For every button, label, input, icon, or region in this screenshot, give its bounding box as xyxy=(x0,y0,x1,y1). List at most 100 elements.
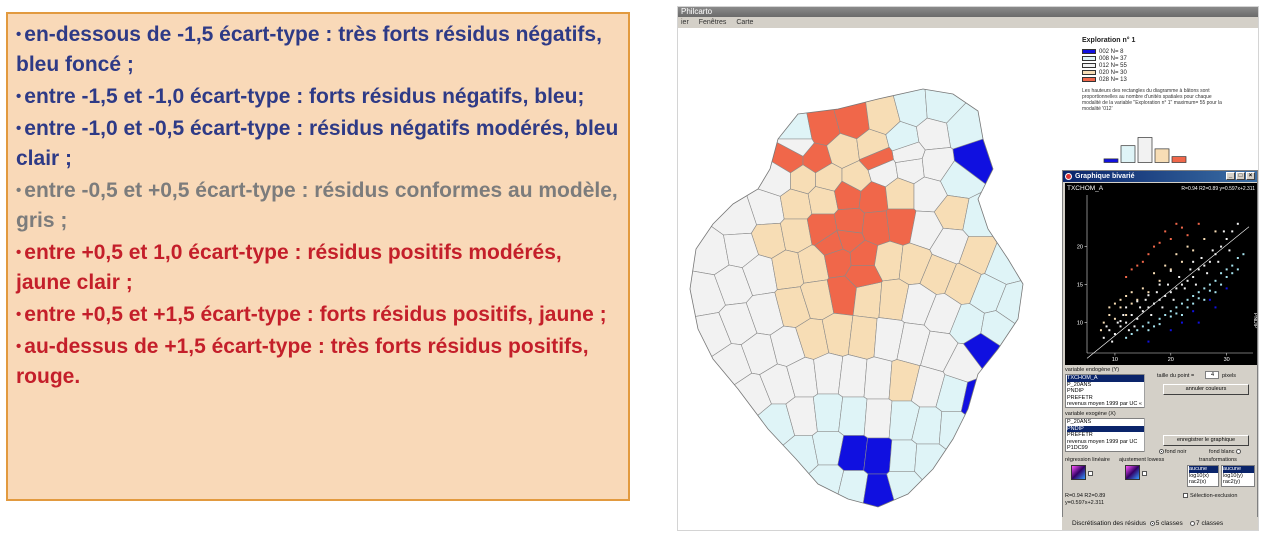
map-cell[interactable] xyxy=(861,210,891,246)
map-cell[interactable] xyxy=(847,315,878,360)
list-item[interactable]: aucune xyxy=(1189,466,1218,473)
map-cell[interactable] xyxy=(833,207,865,234)
map-cell[interactable] xyxy=(962,332,1061,386)
list-item[interactable]: PREFETR xyxy=(1067,394,1093,401)
map-cell[interactable] xyxy=(960,374,1068,495)
scatter-point xyxy=(1153,245,1156,248)
classes-5-label: 5 classes xyxy=(1155,520,1183,527)
exo-variable-list[interactable]: P_20ANS PNDIP PREFETR revenus moyen 1999 pa… xyxy=(1065,418,1151,452)
maximize-button[interactable]: □ xyxy=(1236,172,1245,180)
map-legend-swatch xyxy=(1082,49,1096,54)
selection-checkbox[interactable] xyxy=(1183,493,1188,498)
lowess-icon[interactable] xyxy=(1125,465,1140,480)
map-cell[interactable] xyxy=(812,393,844,432)
map-cell[interactable] xyxy=(779,188,813,220)
lowess-checkbox-wrap[interactable] xyxy=(1142,471,1149,477)
list-item[interactable]: PNDIP xyxy=(1067,388,1084,395)
point-size-input[interactable]: 4 xyxy=(1205,371,1219,379)
list-item[interactable]: rac2(y) xyxy=(1223,479,1241,486)
map-cell[interactable] xyxy=(838,396,868,436)
list-item[interactable]: rac2(x) xyxy=(1189,479,1207,486)
scatter-point xyxy=(1099,329,1102,332)
map-cell[interactable] xyxy=(914,443,1052,531)
map-cell[interactable] xyxy=(678,118,757,236)
list-item[interactable]: revenus moyen 1999 par UC xyxy=(1067,438,1138,445)
transform-y-list[interactable]: aucune log10(y) rac2(y) xyxy=(1221,465,1255,487)
list-item[interactable]: log10(x) xyxy=(1189,472,1209,479)
lowess-checkbox[interactable] xyxy=(1142,471,1147,476)
scatter-point xyxy=(1186,279,1189,282)
map-cell[interactable] xyxy=(814,230,844,256)
map-cell[interactable] xyxy=(678,29,813,140)
list-item[interactable]: log10(y) xyxy=(1223,472,1243,479)
classes-5-radio[interactable] xyxy=(1149,521,1155,526)
classes-7-radio[interactable] xyxy=(1190,521,1196,526)
list-item[interactable]: revenus moyen 1999 par UC « xyxy=(1067,401,1142,408)
list-item[interactable]: P_20ANS xyxy=(1067,381,1092,388)
scatter-point xyxy=(1175,222,1178,225)
map-cell[interactable] xyxy=(679,435,819,532)
map-cell[interactable] xyxy=(678,202,730,276)
map-cell[interactable] xyxy=(813,352,844,395)
minimize-button[interactable]: _ xyxy=(1226,172,1235,180)
map-cell[interactable] xyxy=(863,437,893,475)
legend-item-text: au-dessus de +1,5 écart-type : très fort… xyxy=(16,335,589,388)
scatter-point xyxy=(1147,306,1150,309)
scatter-point xyxy=(1169,268,1172,271)
list-item[interactable]: aucune xyxy=(1223,466,1254,473)
menu-file[interactable]: ier xyxy=(681,19,689,26)
exo-scrollbar[interactable] xyxy=(1144,418,1151,452)
map-cell[interactable] xyxy=(770,138,815,157)
residuals-map[interactable] xyxy=(678,29,1068,531)
linear-regression-icon[interactable] xyxy=(1071,465,1086,480)
list-item[interactable]: P_20ANS xyxy=(1067,419,1092,425)
scatter-point xyxy=(1164,314,1167,316)
scatter-point xyxy=(1108,306,1111,309)
scatter-point xyxy=(1136,298,1139,301)
linear-regression-checkbox-wrap[interactable] xyxy=(1088,471,1095,477)
menu-map[interactable]: Carte xyxy=(736,19,754,26)
list-item[interactable]: TXCHOM_A xyxy=(1067,375,1150,382)
selection-exclusion-option[interactable]: Sélection-exclusion xyxy=(1183,493,1237,499)
map-cell[interactable] xyxy=(886,471,971,532)
scatter-point xyxy=(1189,268,1192,271)
map-cell[interactable] xyxy=(920,29,1037,124)
linear-regression-checkbox[interactable] xyxy=(1088,471,1093,476)
map-cell[interactable] xyxy=(863,356,893,400)
close-button[interactable]: × xyxy=(1246,172,1255,180)
map-cell[interactable] xyxy=(921,147,955,182)
map-cell[interactable] xyxy=(678,372,772,483)
scatter-point xyxy=(1169,269,1172,272)
map-cell[interactable] xyxy=(858,146,894,171)
endo-scrollbar[interactable] xyxy=(1144,374,1151,408)
map-cell[interactable] xyxy=(984,197,1068,285)
list-item[interactable]: P1DC99 xyxy=(1067,445,1088,452)
map-cell[interactable] xyxy=(745,464,845,531)
map-legend-rows: 002 N= 8 008 N= 37 012 N= 55 020 N= 30 028 N… xyxy=(1082,48,1222,83)
map-cell[interactable] xyxy=(889,439,918,472)
list-item[interactable]: PREFETR xyxy=(1067,432,1093,439)
map-cell[interactable] xyxy=(678,403,796,531)
map-cell[interactable] xyxy=(844,265,883,288)
map-cell[interactable] xyxy=(946,29,1068,150)
scatter-point xyxy=(1192,310,1195,313)
map-cell[interactable] xyxy=(863,398,893,439)
endo-variable-list[interactable]: TXCHOM_A P_20ANS PNDIP PREFETR revenus moyen… xyxy=(1065,374,1151,408)
menu-windows[interactable]: Fenêtres xyxy=(698,19,727,26)
bg-white-radio[interactable] xyxy=(1235,449,1241,454)
scatter-point xyxy=(1206,272,1209,275)
scatter-plot[interactable]: TXCHOM_A R=0.94 R2=0.89 y=0.597x+2.311 10 2… xyxy=(1065,183,1257,365)
scatter-point xyxy=(1153,325,1156,328)
bg-white-option[interactable]: fond blanc xyxy=(1209,449,1242,455)
map-cell[interactable] xyxy=(678,107,791,197)
map-cell[interactable] xyxy=(938,411,1068,532)
transform-x-list[interactable]: aucune log10(x) rac2(x) xyxy=(1187,465,1219,487)
list-item[interactable]: PNDIP xyxy=(1067,425,1150,433)
cancel-colors-button[interactable]: annuler couleurs xyxy=(1163,384,1249,395)
save-graph-button[interactable]: enregistrer le graphique xyxy=(1163,435,1249,446)
scatter-point xyxy=(1105,325,1108,328)
bg-black-radio[interactable] xyxy=(1159,449,1164,454)
bg-black-option[interactable]: fond noir xyxy=(1159,449,1186,455)
map-cell[interactable] xyxy=(837,354,868,398)
scatter-point xyxy=(1141,260,1144,263)
